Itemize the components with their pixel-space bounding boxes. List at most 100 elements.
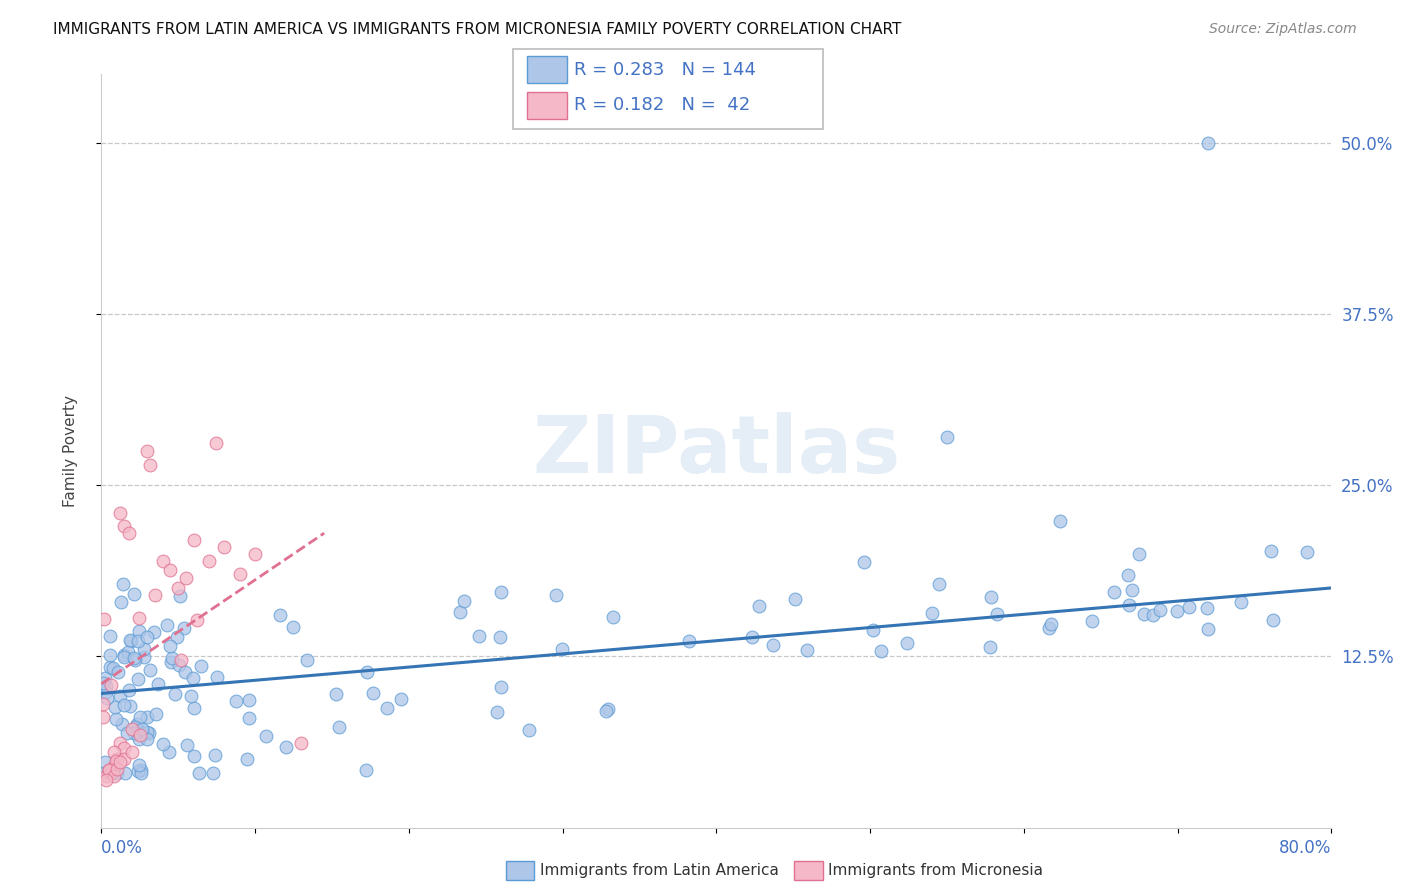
Point (936, 430, 959, 444)
Point (94, 671, 117, 685)
Point (269, 607, 291, 622)
Text: Immigrants from Latin America: Immigrants from Latin America (540, 863, 779, 878)
Point (181, 671, 204, 685)
Text: R = 0.283   N = 144: R = 0.283 N = 144 (574, 61, 755, 78)
Point (105, 712, 128, 726)
Point (146, 677, 169, 691)
Text: Source: ZipAtlas.com: Source: ZipAtlas.com (1209, 22, 1357, 37)
Point (94, 772, 117, 787)
Point (170, 653, 193, 667)
Text: IMMIGRANTS FROM LATIN AMERICA VS IMMIGRANTS FROM MICRONESIA FAMILY POVERTY CORRE: IMMIGRANTS FROM LATIN AMERICA VS IMMIGRA… (53, 22, 901, 37)
Point (98, 648, 121, 662)
Point (143, 588, 166, 602)
Point (135, 710, 157, 724)
Point (980, 590, 1002, 604)
Point (118, 632, 141, 647)
Point (796, 642, 818, 657)
Point (1263, 613, 1285, 627)
Point (449, 605, 471, 619)
Point (166, 630, 188, 644)
Text: 80.0%: 80.0% (1279, 838, 1331, 856)
Point (204, 748, 226, 763)
Point (167, 581, 190, 595)
Point (101, 766, 124, 780)
Point (491, 680, 513, 694)
Point (135, 724, 157, 739)
Point (1049, 514, 1071, 528)
Point (118, 683, 141, 698)
Point (128, 758, 150, 772)
Point (238, 711, 260, 725)
Point (157, 746, 180, 760)
Point (468, 629, 491, 643)
Point (127, 673, 149, 687)
Text: 0.0%: 0.0% (101, 838, 143, 856)
Point (91, 766, 114, 780)
Point (254, 729, 277, 743)
Point (544, 588, 567, 602)
Point (602, 610, 624, 624)
Point (1295, 545, 1317, 559)
Point (129, 710, 152, 724)
Point (98, 660, 121, 674)
Point (202, 766, 225, 780)
Point (94, 769, 117, 783)
Point (97, 763, 120, 777)
Point (139, 458, 162, 472)
Point (118, 526, 141, 541)
Point (1197, 600, 1219, 615)
Point (853, 555, 876, 569)
Point (121, 722, 143, 736)
Point (1128, 547, 1150, 561)
Text: R = 0.182   N =  42: R = 0.182 N = 42 (574, 96, 749, 114)
Point (132, 642, 155, 657)
Point (238, 692, 260, 706)
Point (108, 506, 131, 520)
Point (94, 679, 117, 693)
Point (135, 630, 157, 644)
Point (389, 691, 412, 706)
Point (870, 644, 893, 658)
Point (453, 594, 475, 608)
Point (103, 759, 125, 773)
Point (127, 764, 149, 779)
Point (783, 591, 806, 606)
Point (112, 648, 135, 663)
Point (127, 634, 149, 648)
Point (1142, 607, 1164, 622)
Point (190, 659, 212, 673)
Point (214, 540, 236, 554)
Point (122, 726, 145, 740)
Point (132, 649, 155, 664)
Point (1149, 602, 1171, 616)
Point (169, 658, 191, 673)
Point (112, 519, 135, 533)
Point (1197, 623, 1219, 637)
Point (131, 722, 153, 736)
Point (129, 766, 152, 780)
Point (1118, 598, 1140, 612)
Point (1133, 607, 1156, 622)
Point (921, 606, 943, 620)
Point (1197, 136, 1219, 150)
Point (1121, 582, 1143, 597)
Text: Immigrants from Micronesia: Immigrants from Micronesia (828, 863, 1043, 878)
Point (103, 769, 125, 783)
Point (1229, 594, 1251, 608)
Point (118, 698, 141, 713)
Point (377, 700, 399, 714)
Point (225, 694, 247, 708)
Point (115, 726, 138, 740)
Point (183, 748, 205, 763)
Point (91, 710, 114, 724)
Point (108, 755, 131, 769)
Point (173, 622, 195, 636)
Point (297, 653, 319, 667)
Point (979, 640, 1001, 655)
Point (112, 649, 135, 664)
Point (281, 620, 304, 634)
Point (103, 660, 125, 674)
Point (96, 690, 118, 705)
Point (159, 640, 181, 654)
Point (1260, 544, 1282, 558)
